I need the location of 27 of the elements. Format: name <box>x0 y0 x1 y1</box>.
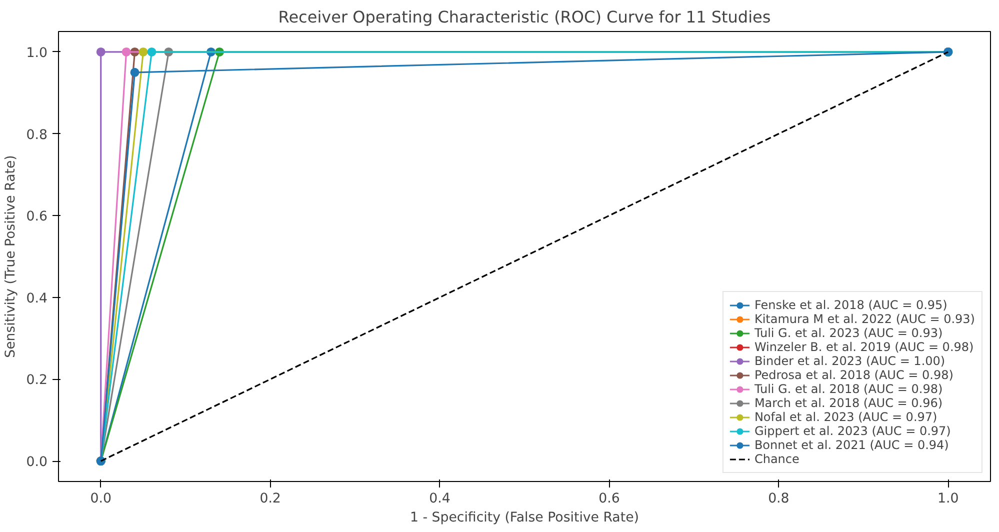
y-tick-label: 0.2 <box>26 373 48 388</box>
x-axis-title: 1 - Specificity (False Positive Rate) <box>410 510 639 526</box>
x-tick-label: 0.4 <box>429 492 450 506</box>
y-axis-title: Sensitivity (True Positive Rate) <box>3 155 18 358</box>
y-tick-label: 0.4 <box>26 291 48 306</box>
x-tick-label: 0.0 <box>90 492 112 506</box>
chart-title: Receiver Operating Characteristic (ROC) Curve for 11 Studies <box>278 8 771 26</box>
y-tick-label: 0.0 <box>26 455 48 470</box>
legend-label: Pedrosa et al. 2018 (AUC = 0.98) <box>754 368 954 382</box>
y-tick-label: 0.6 <box>26 210 48 225</box>
legend-label: Winzeler B. et al. 2019 (AUC = 0.98) <box>754 340 974 354</box>
legend-label: Tuli G. et al. 2023 (AUC = 0.93) <box>754 326 943 340</box>
x-tick-label: 1.0 <box>938 492 959 506</box>
legend-label: Gippert et al. 2023 (AUC = 0.97) <box>754 424 951 438</box>
x-tick-label: 0.6 <box>598 492 620 506</box>
legend-label: Fenske et al. 2018 (AUC = 0.95) <box>754 298 948 312</box>
x-tick-label: 0.8 <box>768 492 790 506</box>
y-tick-label: 0.8 <box>26 128 48 143</box>
legend-label: Binder et al. 2023 (AUC = 1.00) <box>754 354 946 368</box>
legend-label: Chance <box>754 452 800 466</box>
legend-label: Bonnet et al. 2021 (AUC = 0.94) <box>754 438 949 452</box>
legend-label: Kitamura M et al. 2022 (AUC = 0.93) <box>754 312 975 326</box>
y-tick-label: 1.0 <box>26 46 48 61</box>
legend-label: March et al. 2018 (AUC = 0.96) <box>754 396 943 410</box>
legend-label: Tuli G. et al. 2018 (AUC = 0.98) <box>754 382 943 396</box>
legend-label: Nofal et al. 2023 (AUC = 0.97) <box>754 410 938 424</box>
x-tick-label: 0.2 <box>260 492 281 506</box>
